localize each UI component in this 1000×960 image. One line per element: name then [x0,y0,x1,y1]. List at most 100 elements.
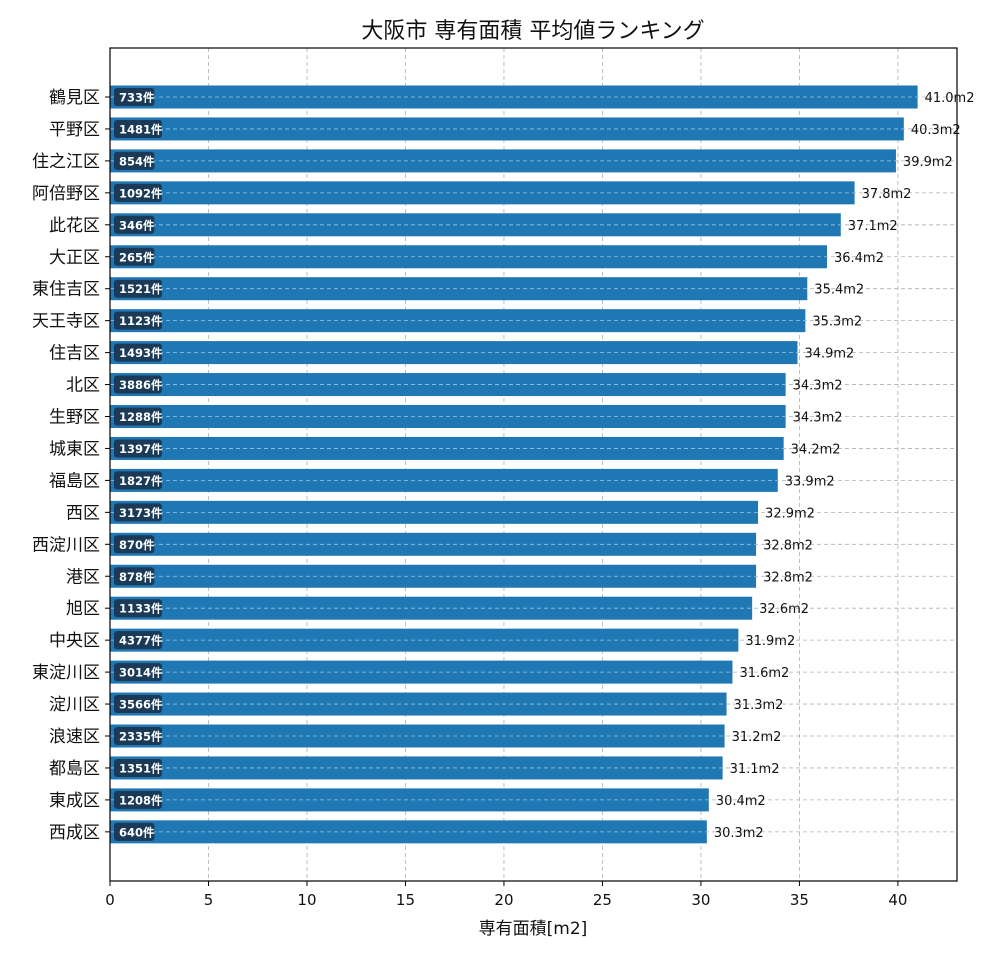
value-label: 31.2m2 [732,730,782,745]
y-tick-label: 西区 [66,503,100,523]
y-tick-label: 此花区 [49,216,100,236]
count-badge [114,151,155,170]
count-label: 854件 [119,154,155,168]
value-label: 35.3m2 [812,315,862,330]
count-label: 3173件 [119,506,163,520]
y-tick-label: 港区 [66,567,100,587]
value-label: 31.9m2 [745,634,795,649]
bar [110,820,707,844]
value-label: 34.3m2 [793,379,843,394]
x-tick-label: 15 [396,891,415,909]
value-label: 31.1m2 [730,762,780,777]
y-tick-label: 阿倍野区 [32,184,100,204]
value-label: 40.3m2 [911,123,961,138]
count-label: 1397件 [119,442,163,456]
count-badge [114,535,155,554]
x-tick-label: 40 [888,891,907,909]
count-badge [114,88,155,106]
y-tick-label: 生野区 [49,408,100,428]
y-tick-label: 東成区 [49,791,100,811]
bar [110,724,725,748]
y-tick-label: 東住吉区 [32,280,100,300]
count-label: 1288件 [119,410,163,424]
bar [110,788,709,812]
count-badge [114,279,162,298]
count-label: 1123件 [119,314,163,328]
y-tick-label: 西淀川区 [32,535,100,555]
x-tick-label: 0 [105,891,115,909]
x-tick-label: 35 [790,891,809,909]
count-badge [114,215,155,234]
data-labels: 733件 41.0m2 1481件 40.3m2 854件 39.9m2 1092件 37.8… [110,88,974,841]
value-label: 32.6m2 [759,602,809,617]
count-badge [114,822,155,841]
value-label: 30.3m2 [714,826,764,841]
count-label: 346件 [119,218,155,232]
y-tick-label: 淀川区 [49,695,100,715]
y-tick-label: 東淀川区 [32,663,100,683]
value-label: 34.2m2 [791,442,841,457]
grid-lines [109,48,957,881]
count-label: 3566件 [119,698,163,712]
count-badge [114,567,155,586]
count-badge [114,599,162,618]
count-label: 1351件 [119,761,163,775]
value-label: 39.9m2 [903,155,953,170]
y-tick-label: 大正区 [49,248,100,268]
count-label: 3014件 [119,666,163,680]
plot-frame [109,47,958,882]
bar [110,596,753,620]
value-label: 41.0m2 [925,91,975,106]
value-label: 34.9m2 [804,347,854,362]
value-label: 37.1m2 [848,219,898,234]
count-label: 1133件 [119,602,163,616]
count-badge [114,183,162,202]
x-axis: 0 5 10 15 20 25 30 35 40 [105,881,907,909]
count-badge [114,758,162,777]
y-tick-label: 住吉区 [49,344,100,364]
count-badge [114,503,162,522]
y-tick-label: 北区 [66,376,100,396]
x-tick-label: 20 [494,891,513,909]
count-label: 1092件 [119,186,163,200]
value-label: 32.8m2 [763,570,813,585]
bar [110,628,739,652]
y-tick-label: 平野区 [49,120,100,140]
value-label: 31.3m2 [734,698,784,713]
value-label: 36.4m2 [834,251,884,266]
count-badge [114,790,162,809]
value-label: 37.8m2 [862,187,912,202]
bar [110,309,806,333]
count-badge [114,407,162,426]
x-axis-label: 専有面積[m2] [479,919,588,939]
count-label: 1208件 [119,793,163,807]
count-badge [114,727,162,745]
count-label: 265件 [119,250,155,264]
count-label: 870件 [119,538,155,552]
count-badge [114,471,162,490]
bar [110,468,778,492]
x-tick-label: 30 [691,891,710,909]
y-tick-label: 都島区 [49,759,100,779]
value-label: 33.9m2 [785,474,835,489]
count-badge [114,375,162,394]
x-tick-label: 10 [297,891,316,909]
bar [110,85,918,109]
count-label: 1521件 [119,282,163,296]
count-label: 1827件 [119,474,163,488]
bar [110,277,808,301]
y-tick-label: 鶴見区 [49,88,100,108]
x-tick-label: 25 [593,891,612,909]
count-badge [114,119,162,138]
x-tick-label: 5 [204,891,214,909]
y-axis: 鶴見区平野区住之江区阿倍野区此花区大正区東住吉区天王寺区住吉区北区生野区城東区福… [32,88,110,843]
count-label: 1481件 [119,122,163,136]
y-tick-label: 浪速区 [49,727,100,747]
count-badge [114,439,162,458]
y-tick-label: 福島区 [49,471,100,491]
y-tick-label: 中央区 [49,631,100,651]
bar [110,756,723,780]
count-label: 640件 [119,825,155,839]
bar [110,117,904,141]
